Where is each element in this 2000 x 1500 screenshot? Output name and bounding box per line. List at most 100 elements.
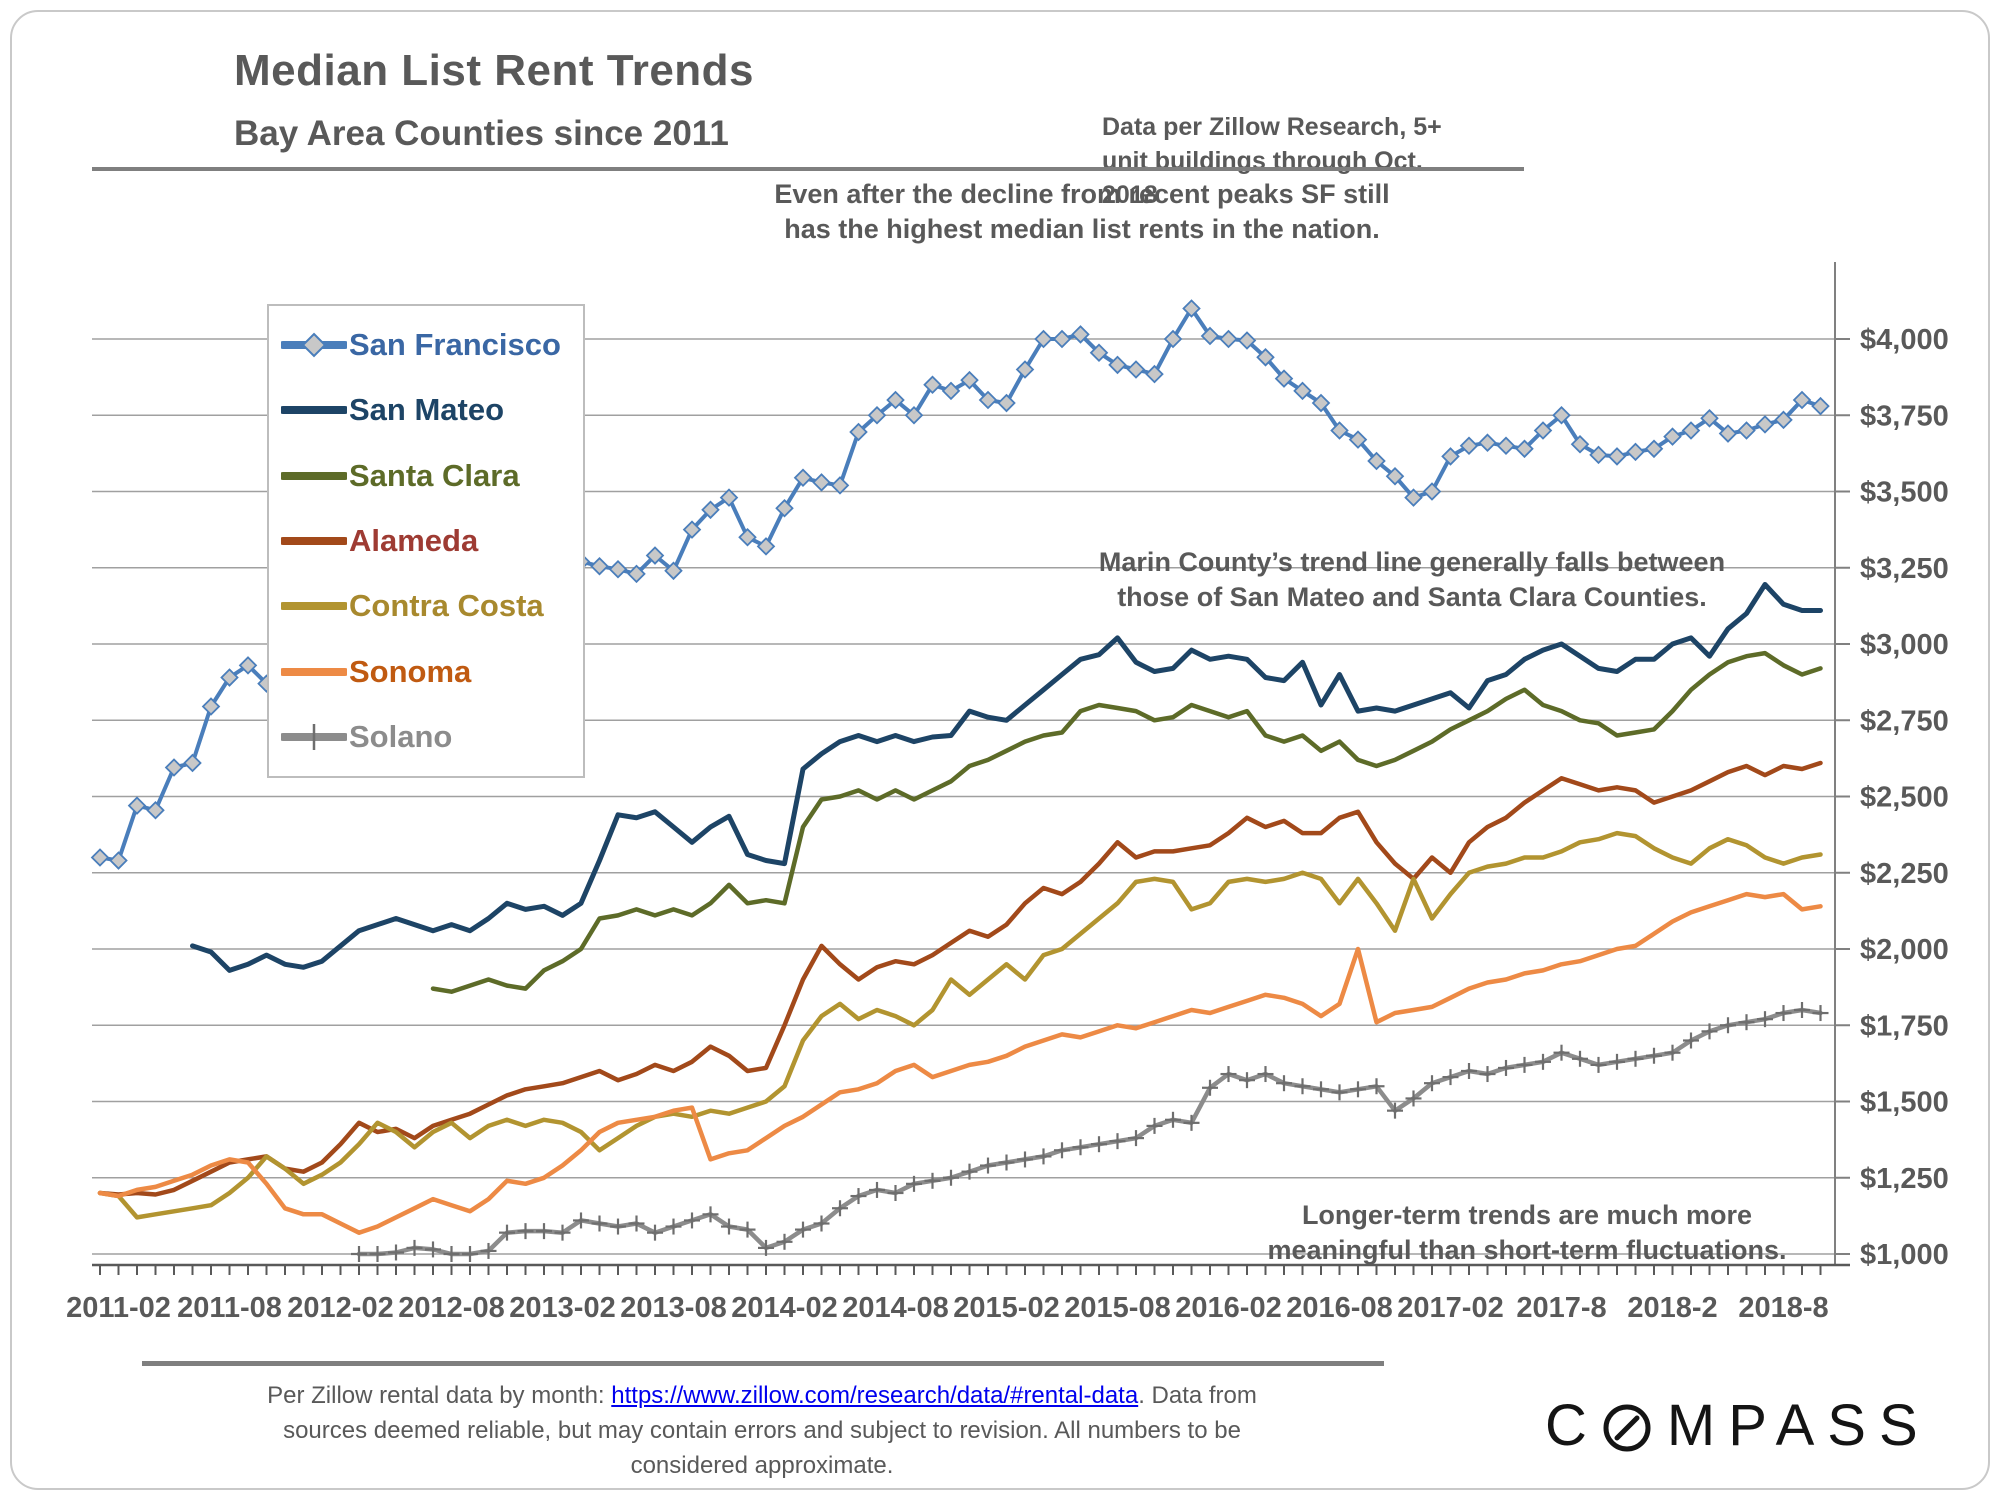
marker-diamond-san-francisco: [1607, 447, 1627, 466]
compass-logo-letters-mpass: MPASS: [1666, 1393, 1931, 1458]
marker-diamond-san-francisco: [664, 561, 683, 581]
annotation-sf-line2: has the highest median list rents in the…: [784, 214, 1380, 244]
marker-diamond-san-francisco: [997, 393, 1016, 413]
legend-swatch-santa-clara: [281, 471, 347, 480]
marker-diamond-san-francisco: [1515, 439, 1534, 459]
marker-diamond-san-francisco: [1755, 415, 1775, 434]
marker-diamond-san-francisco: [1182, 299, 1201, 318]
series-line-san-mateo: [190, 582, 1823, 973]
source-note-line1: Data per Zillow Research, 5+: [1102, 113, 1442, 141]
marker-diamond-san-francisco: [978, 390, 998, 410]
marker-diamond-san-francisco: [1163, 329, 1183, 349]
x-tick-label: 2012-08: [398, 1292, 504, 1324]
footer-divider: [142, 1361, 1384, 1366]
legend-item-contra-costa: Contra Costa: [281, 575, 583, 637]
marker-diamond-san-francisco: [1200, 326, 1220, 346]
chart-legend: San Francisco San Mateo Santa Clara Alameda…: [267, 304, 585, 778]
zillow-data-link[interactable]: https://www.zillow.com/research/data/#re…: [611, 1382, 1139, 1409]
marker-diamond-san-francisco: [1700, 409, 1719, 428]
marker-diamond-san-francisco: [590, 556, 609, 576]
marker-diamond-san-francisco: [812, 473, 831, 492]
x-tick-label: 2014-08: [842, 1292, 948, 1324]
x-tick-label: 2015-08: [1064, 1292, 1170, 1324]
marker-diamond-san-francisco: [238, 656, 258, 675]
marker-diamond-san-francisco: [1663, 427, 1682, 446]
marker-diamond-san-francisco: [1052, 329, 1072, 349]
legend-label-santa-clara: Santa Clara: [349, 457, 520, 493]
legend-swatch-san-francisco: [281, 332, 347, 358]
marker-diamond-san-francisco: [645, 546, 665, 565]
compass-logo-o-icon: [1603, 1404, 1651, 1452]
y-tick-label: $3,750: [1860, 400, 1949, 432]
legend-item-alameda: Alameda: [281, 510, 583, 572]
annotation-longterm-line1: Longer-term trends are much more: [1301, 1200, 1753, 1230]
marker-diamond-san-francisco: [1811, 396, 1830, 416]
marker-diamond-san-francisco: [1219, 329, 1238, 349]
chart-card: Median List Rent Trends Bay Area Countie…: [10, 10, 1990, 1490]
annotation-marin-line1: Marin County’s trend line generally fall…: [1098, 547, 1726, 577]
marker-diamond-san-francisco: [756, 537, 776, 556]
marker-diamond-san-francisco: [867, 405, 887, 425]
marker-diamond-san-francisco: [904, 405, 924, 425]
marker-diamond-san-francisco: [201, 697, 221, 716]
marker-diamond-san-francisco: [738, 527, 757, 547]
x-tick-label: 2016-08: [1286, 1292, 1392, 1324]
marker-diamond-san-francisco: [1496, 436, 1516, 456]
marker-diamond-san-francisco: [1385, 466, 1405, 486]
header-divider: [92, 167, 1524, 171]
legend-label-solano: Solano: [349, 719, 453, 755]
marker-diamond-san-francisco: [1237, 331, 1257, 350]
compass-logo: C MPASS: [1545, 1397, 1931, 1455]
legend-item-san-francisco: San Francisco: [281, 314, 583, 376]
y-tick-label: $2,750: [1860, 705, 1949, 737]
marker-diamond-san-francisco: [1459, 436, 1479, 456]
legend-swatch-contra-costa: [281, 602, 347, 611]
footer-line1-pre: Per Zillow rental data by month:: [267, 1382, 612, 1409]
marker-diamond-san-francisco: [849, 422, 868, 442]
legend-label-san-mateo: San Mateo: [349, 392, 505, 428]
marker-diamond-san-francisco: [1626, 442, 1645, 462]
marker-diamond-san-francisco: [1644, 439, 1664, 459]
marker-diamond-san-francisco: [109, 851, 128, 870]
marker-diamond-san-francisco: [1589, 445, 1608, 465]
marker-diamond-san-francisco: [183, 753, 202, 773]
marker-diamond-san-francisco: [1348, 430, 1368, 449]
footer-line1-post: . Data from: [1138, 1382, 1257, 1409]
x-tick-label: 2014-02: [731, 1292, 837, 1324]
marker-diamond-san-francisco: [1681, 421, 1701, 440]
legend-label-contra-costa: Contra Costa: [349, 588, 544, 624]
footer-line2: sources deemed reliable, but may contain…: [283, 1417, 1241, 1444]
series-line-contra-costa: [97, 830, 1823, 1220]
marker-diamond-san-francisco: [775, 499, 794, 518]
marker-diamond-san-francisco: [127, 796, 147, 815]
marker-diamond-san-francisco: [1792, 390, 1812, 410]
marker-diamond-san-francisco: [608, 560, 628, 579]
marker-diamond-san-francisco: [1071, 325, 1090, 344]
marker-diamond-san-francisco: [1311, 393, 1331, 413]
footer-line3: considered approximate.: [630, 1452, 894, 1479]
annotation-sf-peaks: Even after the decline from recent peaks…: [732, 177, 1432, 247]
page-subtitle: Bay Area Counties since 2011: [234, 114, 729, 153]
marker-diamond-san-francisco: [1126, 360, 1146, 379]
annotation-sf-line1: Even after the decline from recent peaks…: [774, 179, 1390, 209]
y-tick-label: $2,250: [1860, 858, 1949, 890]
marker-diamond-san-francisco: [941, 381, 961, 401]
y-tick-label: $3,000: [1860, 629, 1949, 661]
y-tick-label: $2,500: [1860, 782, 1949, 814]
legend-swatch-san-mateo: [281, 406, 347, 415]
legend-label-alameda: Alameda: [349, 522, 479, 558]
marker-diamond-san-francisco: [1570, 434, 1590, 454]
legend-swatch-alameda: [281, 536, 347, 545]
y-tick-label: $2,000: [1860, 934, 1949, 966]
marker-diamond-san-francisco: [1367, 451, 1386, 471]
marker-diamond-san-francisco: [682, 520, 702, 539]
y-tick-label: $1,000: [1860, 1239, 1949, 1271]
marker-diamond-san-francisco: [164, 758, 184, 777]
marker-diamond-san-francisco: [1478, 433, 1497, 452]
marker-diamond-san-francisco: [1108, 355, 1127, 375]
x-tick-label: 2015-02: [953, 1292, 1059, 1324]
legend-swatch-solano: [281, 724, 347, 751]
marker-diamond-san-francisco: [1737, 421, 1756, 440]
x-tick-label: 2017-8: [1516, 1292, 1606, 1324]
marker-diamond-san-francisco: [923, 375, 942, 395]
